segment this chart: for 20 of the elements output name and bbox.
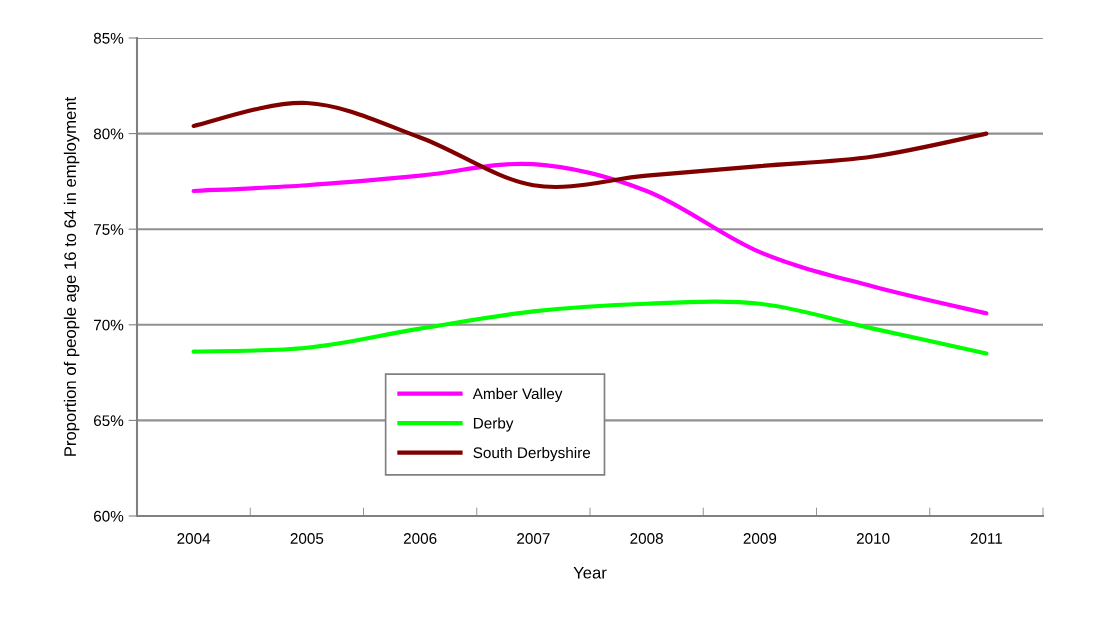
x-tick-label: 2006: [403, 533, 437, 544]
x-tick-label: 2010: [856, 533, 890, 544]
y-axis-title: Proportion of people age 16 to 64 in employment: [63, 96, 80, 456]
legend-label: Derby: [473, 417, 514, 432]
legend-label: South Derbyshire: [473, 446, 591, 462]
y-tick-label: 65%: [94, 415, 124, 427]
y-tick-label: 60%: [94, 510, 124, 522]
x-tick-label: 2005: [290, 533, 324, 544]
x-tick-label: 2011: [970, 533, 1003, 544]
x-tick-label: 2009: [743, 533, 777, 544]
y-tick-label: 80%: [93, 128, 124, 140]
x-tick-label: 2007: [517, 533, 550, 544]
y-tick-label: 70%: [94, 319, 124, 331]
x-tick-label: 2008: [630, 533, 663, 544]
x-tick-label: 2004: [177, 533, 211, 544]
x-axis-title: Year: [573, 566, 607, 579]
y-tick-label: 75%: [94, 224, 124, 235]
line-series: [191, 161, 989, 316]
y-tick-label: 85%: [93, 32, 124, 44]
legend-label: Amber Valley: [472, 387, 563, 403]
